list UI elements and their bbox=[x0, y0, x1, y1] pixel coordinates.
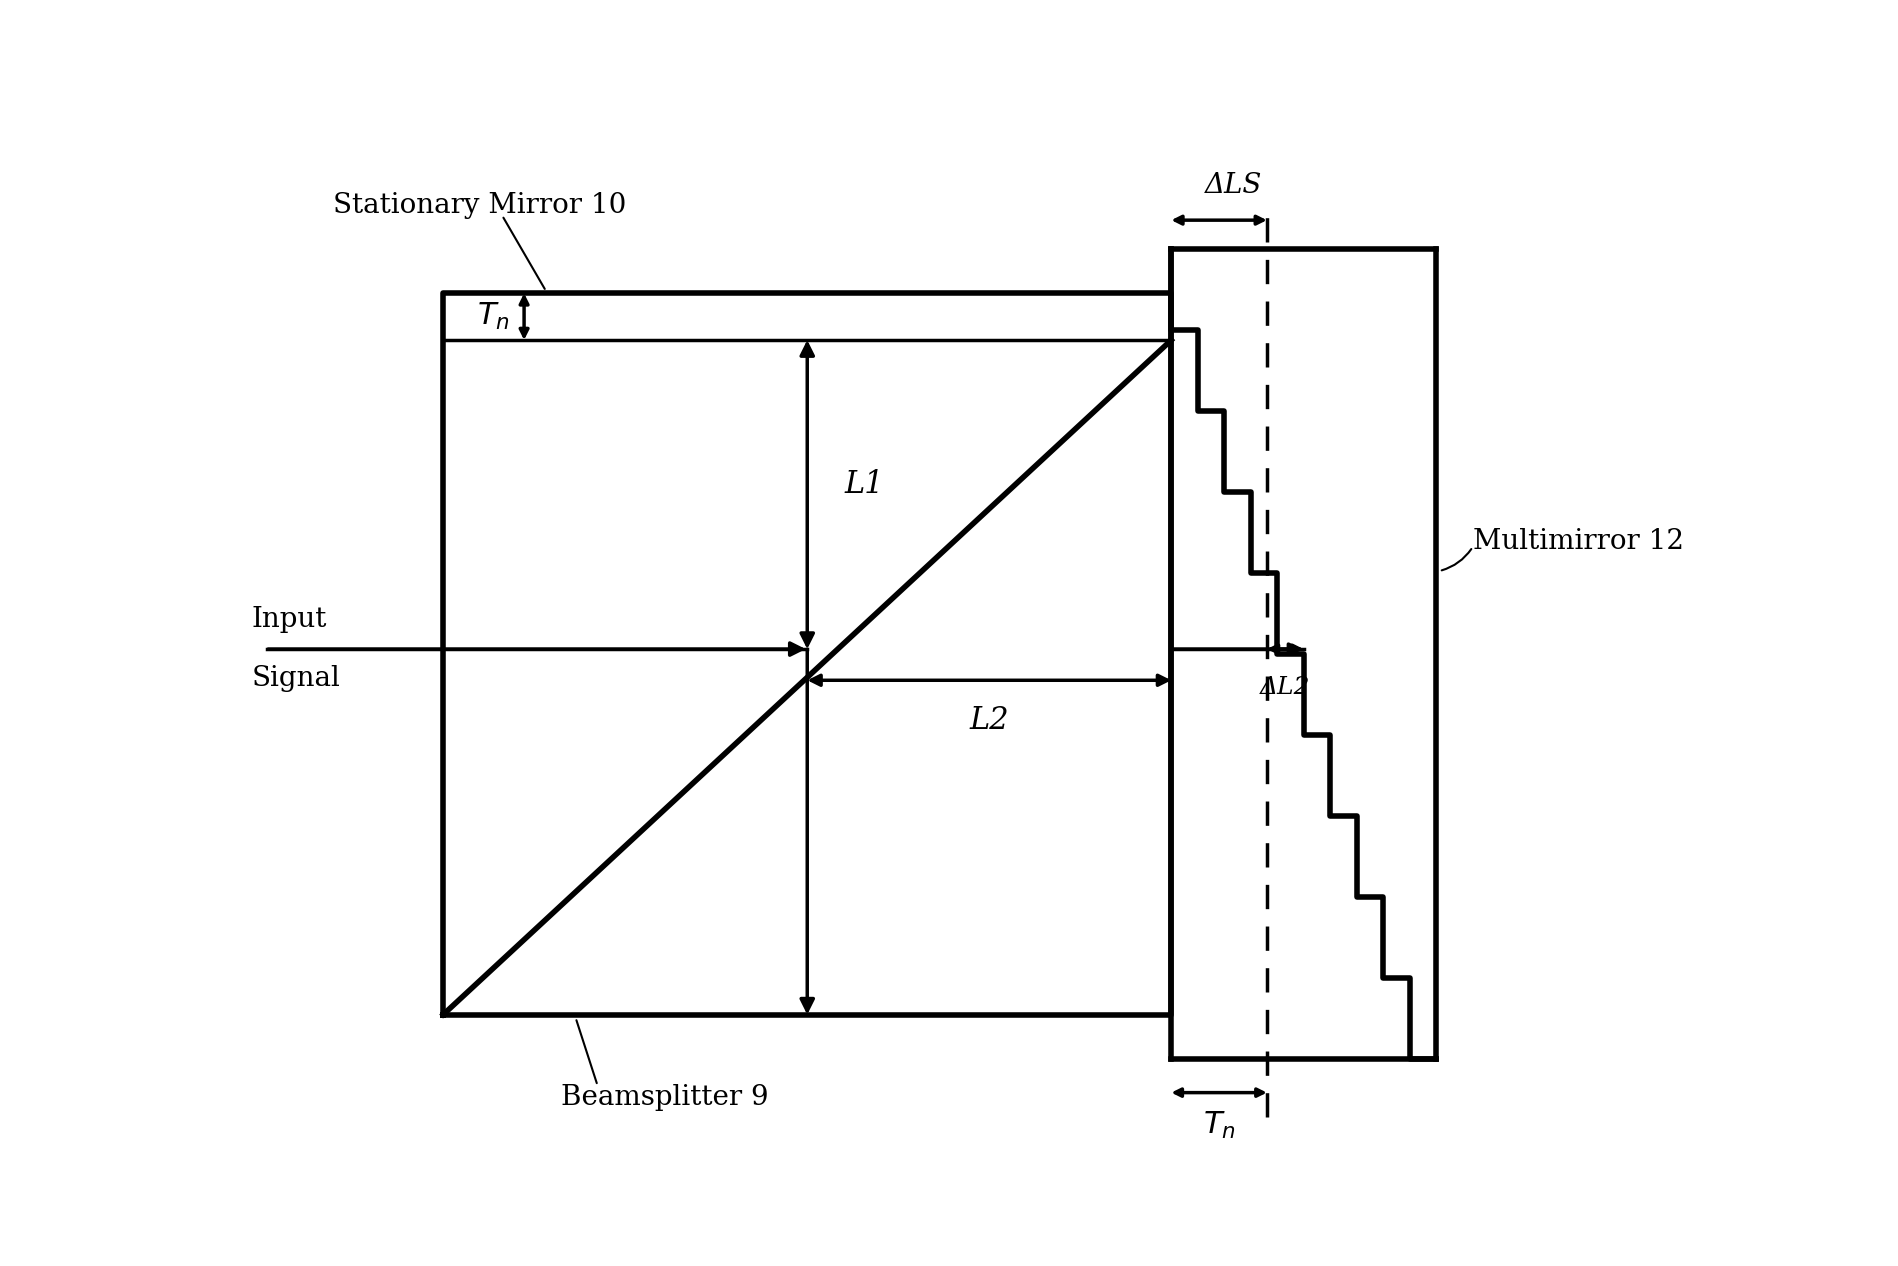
Text: Signal: Signal bbox=[252, 665, 342, 691]
Text: $T_n$: $T_n$ bbox=[1203, 1110, 1236, 1141]
Text: ΔL2: ΔL2 bbox=[1260, 676, 1310, 699]
Text: Multimirror 12: Multimirror 12 bbox=[1473, 528, 1684, 556]
Text: L1: L1 bbox=[845, 470, 884, 500]
Text: Input: Input bbox=[252, 606, 326, 633]
Text: Beamsplitter 9: Beamsplitter 9 bbox=[562, 1084, 769, 1112]
Text: $T_n$: $T_n$ bbox=[476, 301, 509, 332]
Text: L2: L2 bbox=[970, 705, 1010, 736]
Text: Stationary Mirror 10: Stationary Mirror 10 bbox=[332, 192, 626, 219]
Text: ΔLS: ΔLS bbox=[1205, 172, 1262, 199]
